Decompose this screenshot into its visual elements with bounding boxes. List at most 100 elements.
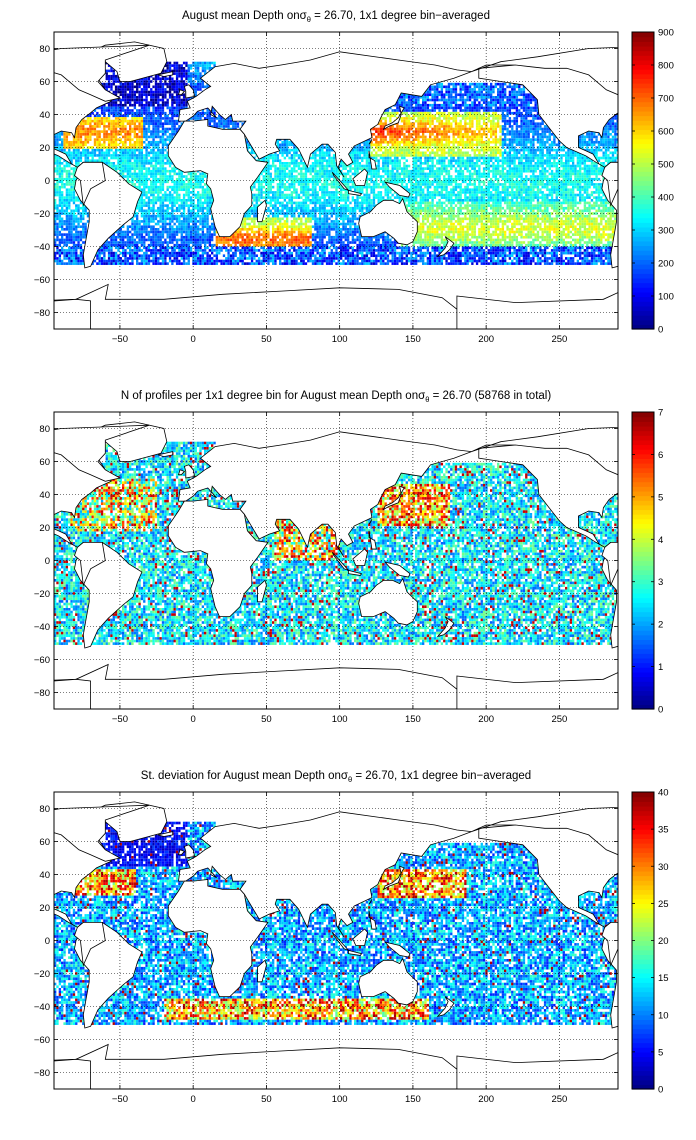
data-cell bbox=[422, 125, 425, 128]
data-cell bbox=[124, 109, 127, 112]
data-cell bbox=[276, 143, 280, 147]
data-cell bbox=[452, 82, 455, 86]
data-cell bbox=[440, 111, 444, 115]
data-cell bbox=[136, 109, 139, 112]
data-cell bbox=[422, 111, 425, 115]
data-cell bbox=[133, 111, 137, 115]
data-cell bbox=[464, 98, 467, 102]
data-cell bbox=[112, 127, 115, 131]
data-cell bbox=[450, 82, 453, 86]
data-cell bbox=[504, 109, 507, 112]
data-cell bbox=[157, 111, 160, 115]
data-cell bbox=[431, 140, 434, 144]
data-cell bbox=[457, 122, 460, 126]
data-cell bbox=[159, 80, 162, 83]
data-cell bbox=[187, 64, 190, 67]
data-cell bbox=[171, 96, 174, 99]
data-cell bbox=[119, 90, 122, 94]
data-cell bbox=[138, 140, 141, 144]
data-cell bbox=[480, 93, 483, 97]
data-cell bbox=[82, 133, 85, 136]
data-cell bbox=[431, 96, 434, 99]
data-cell bbox=[520, 106, 523, 110]
data-cell bbox=[396, 125, 399, 128]
data-cell bbox=[459, 96, 462, 99]
data-cell bbox=[513, 88, 516, 91]
data-cell bbox=[459, 109, 462, 112]
data-cell bbox=[138, 96, 141, 99]
data-cell bbox=[557, 140, 561, 144]
data-cell bbox=[424, 103, 427, 107]
data-cell bbox=[178, 67, 181, 70]
data-cell bbox=[175, 106, 179, 110]
data-cell bbox=[119, 98, 122, 102]
data-cell bbox=[511, 85, 514, 89]
data-cell bbox=[159, 119, 162, 123]
data-cell bbox=[504, 101, 507, 104]
data-cell bbox=[475, 135, 479, 139]
data-cell bbox=[490, 82, 493, 86]
data-cell bbox=[168, 85, 172, 89]
data-cell bbox=[527, 101, 530, 104]
data-cell bbox=[180, 103, 183, 107]
data-cell bbox=[464, 111, 467, 115]
data-cell bbox=[194, 114, 197, 118]
data-cell bbox=[377, 133, 380, 136]
data-cell bbox=[152, 106, 155, 110]
data-cell bbox=[501, 140, 505, 144]
data-cell bbox=[534, 133, 537, 136]
data-cell bbox=[529, 122, 533, 126]
data-cell bbox=[525, 109, 528, 112]
data-cell bbox=[159, 93, 162, 97]
data-cell bbox=[105, 106, 108, 110]
data-cell bbox=[466, 109, 469, 112]
data-cell bbox=[159, 82, 162, 86]
data-cell bbox=[410, 106, 413, 110]
data-cell bbox=[246, 143, 249, 147]
data-cell bbox=[539, 138, 542, 141]
data-cell bbox=[157, 117, 160, 120]
data-cell bbox=[107, 140, 111, 144]
data-cell bbox=[161, 133, 165, 136]
data-cell bbox=[117, 125, 120, 128]
data-cell bbox=[525, 135, 528, 139]
data-cell bbox=[461, 96, 465, 99]
data-cell bbox=[543, 127, 547, 131]
data-cell bbox=[543, 133, 547, 136]
data-cell bbox=[410, 135, 413, 139]
data-cell bbox=[129, 135, 132, 139]
data-cell bbox=[534, 114, 537, 118]
data-cell bbox=[429, 130, 432, 133]
data-cell bbox=[429, 90, 432, 94]
data-cell bbox=[485, 88, 488, 91]
data-cell bbox=[201, 69, 205, 73]
data-cell bbox=[452, 111, 455, 115]
data-cell bbox=[161, 111, 165, 115]
data-cell bbox=[199, 72, 202, 75]
data-cell bbox=[377, 140, 380, 144]
data-cell bbox=[168, 109, 172, 112]
data-cell bbox=[522, 88, 526, 91]
data-cell bbox=[220, 125, 223, 128]
data-cell bbox=[129, 85, 132, 89]
data-cell bbox=[494, 135, 498, 139]
data-cell bbox=[173, 111, 176, 115]
data-cell bbox=[171, 133, 174, 136]
data-cell bbox=[480, 140, 483, 144]
data-cell bbox=[513, 93, 516, 97]
data-cell bbox=[506, 111, 509, 115]
data-cell bbox=[466, 138, 469, 141]
data-cell bbox=[150, 117, 153, 120]
data-cell bbox=[119, 127, 122, 131]
data-cell bbox=[86, 119, 90, 123]
data-cell bbox=[433, 106, 437, 110]
data-cell bbox=[422, 122, 425, 126]
data-cell bbox=[511, 125, 514, 128]
data-cell bbox=[281, 140, 284, 144]
data-cell bbox=[426, 103, 430, 107]
data-cell bbox=[440, 135, 444, 139]
data-cell bbox=[168, 140, 172, 144]
data-cell bbox=[107, 82, 111, 86]
data-cell bbox=[398, 125, 401, 128]
data-cell bbox=[147, 135, 151, 139]
